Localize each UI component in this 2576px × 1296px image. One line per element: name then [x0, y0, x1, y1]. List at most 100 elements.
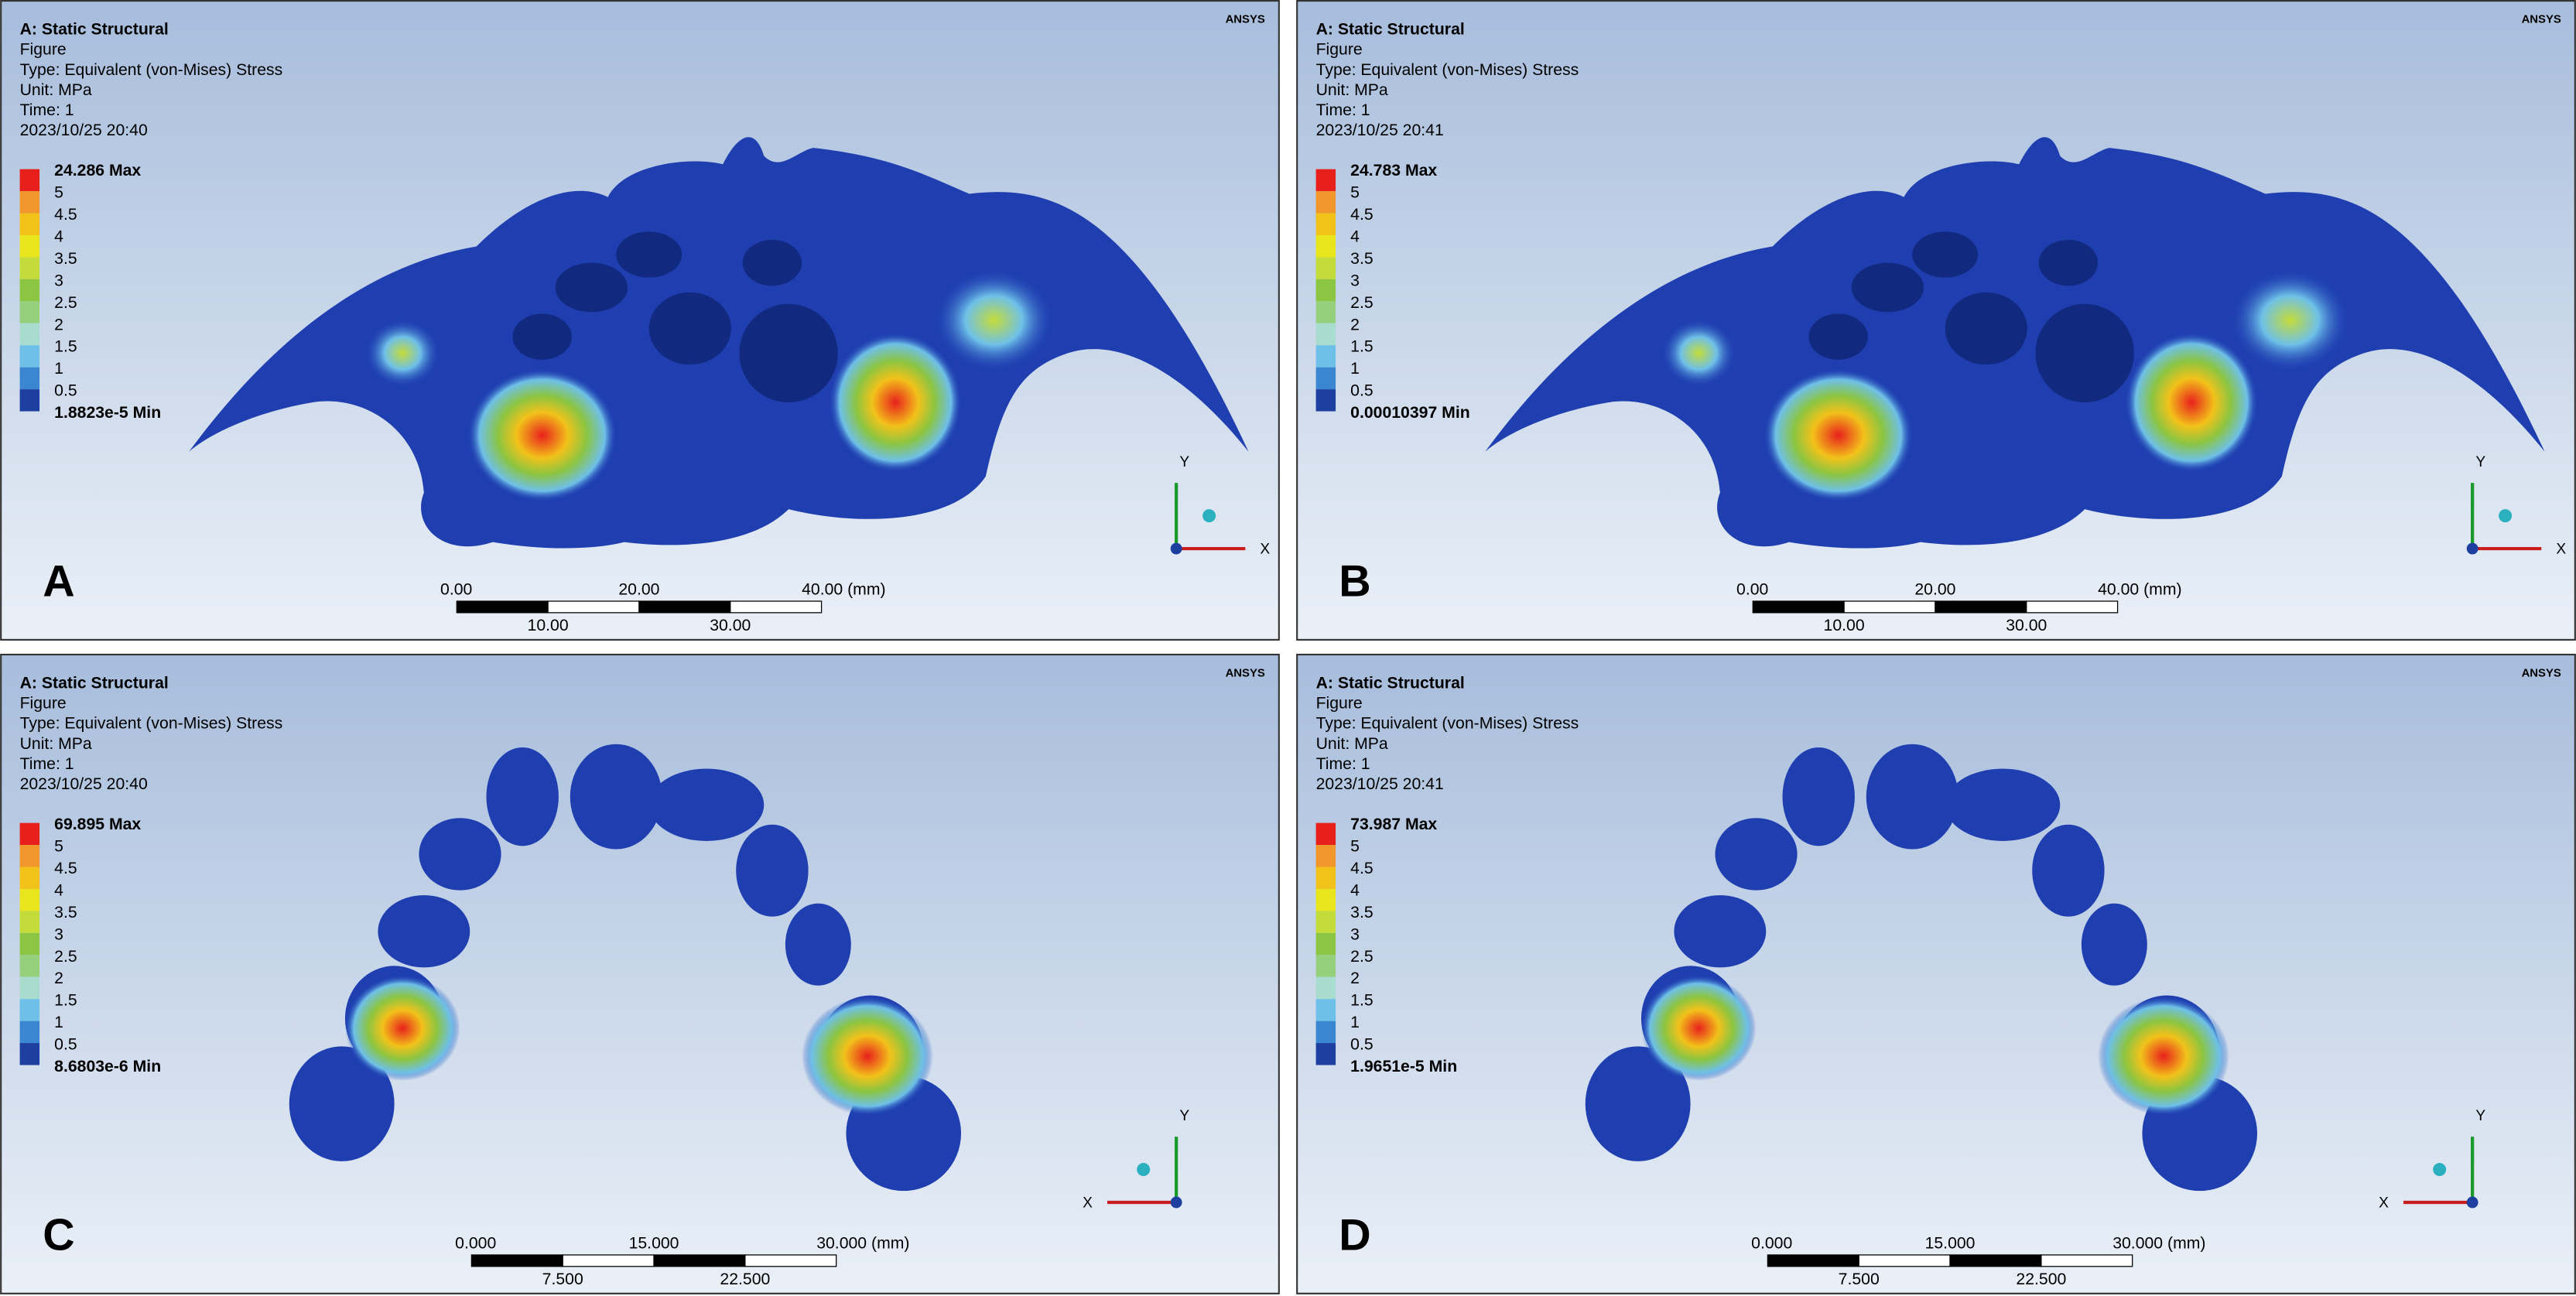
- scale-label: 10.00: [528, 617, 569, 634]
- legend-swatch: [19, 845, 40, 867]
- stress-hotspot: [802, 997, 933, 1116]
- scale-label: 30.000 (mm): [2112, 1234, 2205, 1252]
- z-axis: [1170, 542, 1182, 555]
- legend-label: 1.5: [54, 338, 77, 356]
- tooth: [419, 818, 501, 891]
- cavity: [1851, 262, 1924, 313]
- stress-hotspot: [2098, 997, 2229, 1116]
- legend-label: 3: [54, 272, 63, 289]
- header-line: Time: 1: [1316, 101, 1370, 119]
- legend-label: 5: [54, 184, 63, 202]
- tooth: [570, 744, 662, 850]
- scale-bar-segment: [456, 600, 549, 614]
- scale-label: 40.00 (mm): [802, 581, 885, 599]
- header-line: Time: 1: [20, 755, 74, 773]
- stress-zone: [366, 320, 439, 386]
- legend-swatch: [19, 389, 40, 412]
- scale-label: 22.500: [2016, 1270, 2066, 1288]
- panel-letter: A: [43, 557, 74, 607]
- legend-swatch: [1315, 888, 1336, 911]
- cavity: [555, 262, 628, 313]
- legend-label: 24.286 Max: [54, 162, 141, 180]
- scale-bar-segment: [730, 600, 823, 614]
- header-line: Unit: MPa: [1316, 735, 1388, 753]
- legend-label: 3.5: [54, 904, 77, 922]
- scale-bar-segment: [470, 1254, 563, 1267]
- stress-hotspot: [1764, 369, 1913, 501]
- legend-label: 24.783 Max: [1350, 162, 1437, 180]
- stress-zone: [936, 271, 1052, 370]
- tooth: [736, 824, 809, 917]
- cavity: [1912, 231, 1979, 278]
- legend-swatch: [19, 932, 40, 956]
- legend-label: 1: [54, 360, 63, 378]
- scale-label: 7.500: [542, 1270, 583, 1288]
- legend-label: 0.5: [1350, 382, 1374, 400]
- axis-label: Y: [2475, 454, 2485, 470]
- scale-label: 22.500: [720, 1270, 770, 1288]
- z-axis: [2466, 1196, 2479, 1209]
- header-line: Type: Equivalent (von-Mises) Stress: [1316, 61, 1579, 79]
- tooth: [2032, 824, 2105, 917]
- legend-label: 1.5: [1350, 338, 1374, 356]
- legend-swatch: [1315, 955, 1336, 977]
- tooth: [1585, 1046, 1691, 1161]
- cavity: [2038, 239, 2099, 286]
- header-line: Time: 1: [1316, 755, 1370, 773]
- legend-label: 1.5: [1350, 992, 1374, 1010]
- legend-swatch: [19, 213, 40, 236]
- scale-bar-segment: [1752, 600, 1845, 614]
- z-axis: [2466, 542, 2479, 555]
- axis-label: X: [2556, 541, 2566, 557]
- panel-letter: B: [1339, 557, 1370, 607]
- brand: ANSYS: [1226, 668, 1265, 680]
- legend-label: 2.5: [54, 294, 77, 312]
- tooth: [486, 747, 559, 846]
- scale-label: 0.00: [1736, 581, 1768, 599]
- panel-letter: C: [43, 1211, 74, 1260]
- header-line: Unit: MPa: [1316, 81, 1388, 99]
- axis-label: Y: [1179, 1108, 1189, 1124]
- triad-ball: [1137, 1163, 1151, 1177]
- legend-label: 0.5: [54, 1036, 77, 1054]
- axis-label: X: [1083, 1195, 1093, 1211]
- legend-label: 69.895 Max: [54, 816, 141, 833]
- header-line: Type: Equivalent (von-Mises) Stress: [20, 715, 283, 733]
- legend-swatch: [1315, 301, 1336, 323]
- legend-label: 4: [1350, 881, 1360, 899]
- legend-swatch: [1315, 169, 1336, 192]
- tooth: [1715, 818, 1798, 891]
- legend-swatch: [19, 822, 40, 846]
- header-line: Type: Equivalent (von-Mises) Stress: [20, 61, 283, 79]
- cavity: [739, 303, 838, 403]
- legend-label: 3.5: [1350, 904, 1374, 922]
- legend-label: 8.6803e-6 Min: [54, 1058, 161, 1075]
- scale-label: 15.000: [1925, 1234, 1976, 1252]
- triad-ball: [2433, 1163, 2447, 1177]
- legend-swatch: [1315, 867, 1336, 889]
- tooth: [1674, 895, 1767, 968]
- legend-label: 2: [1350, 316, 1360, 333]
- scale-label: 20.00: [618, 581, 659, 599]
- panel-letter: D: [1339, 1211, 1370, 1260]
- legend-label: 3.5: [54, 250, 77, 268]
- panel: A: Static Structural Figure Type: Equivale…: [1296, 0, 2576, 641]
- cavity: [742, 239, 802, 286]
- header-line: A: Static Structural: [1316, 675, 1465, 692]
- header-line: Unit: MPa: [20, 81, 92, 99]
- legend-swatch: [19, 323, 40, 346]
- header-line: 2023/10/25 20:41: [1316, 121, 1444, 139]
- legend-swatch: [19, 235, 40, 258]
- legend-label: 1.9651e-5 Min: [1350, 1058, 1457, 1075]
- header-line: Figure: [1316, 41, 1363, 59]
- legend-label: 4.5: [54, 860, 77, 877]
- scale-label: 0.000: [455, 1234, 496, 1252]
- legend-swatch: [19, 191, 40, 214]
- scale-bar-segment: [1843, 600, 1936, 614]
- legend-swatch: [1315, 279, 1336, 302]
- legend-swatch: [1315, 367, 1336, 390]
- cavity: [1808, 313, 1868, 360]
- brand: ANSYS: [1226, 14, 1265, 26]
- cavity: [616, 231, 682, 278]
